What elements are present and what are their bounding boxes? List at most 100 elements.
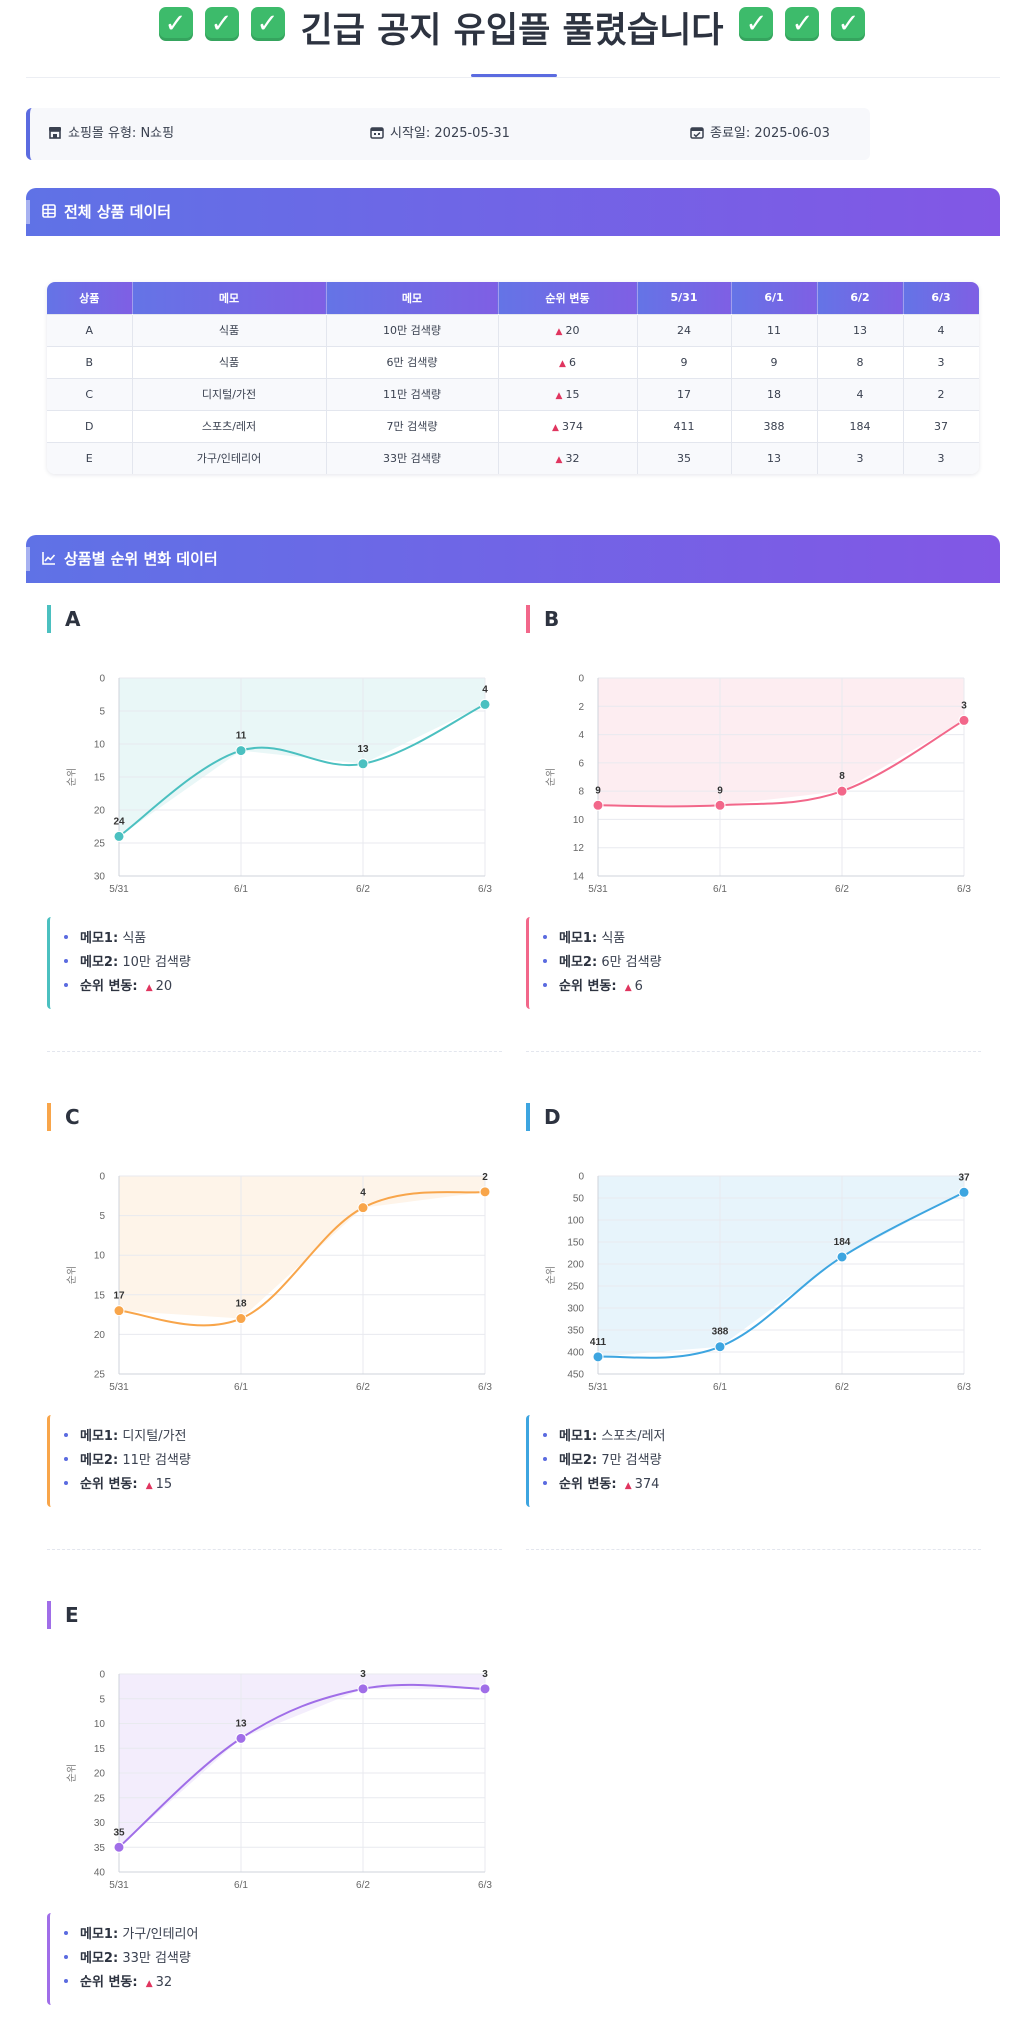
memo2-label: 메모2: bbox=[559, 1453, 598, 1468]
data-point bbox=[592, 799, 604, 811]
memo1-value: 식품 bbox=[601, 931, 626, 946]
y-tick-label: 25 bbox=[94, 1793, 106, 1804]
y-tick-label: 0 bbox=[99, 1172, 105, 1183]
memo1-value: 식품 bbox=[122, 931, 147, 946]
y-tick-label: 2 bbox=[578, 702, 584, 713]
y-axis-label: 순위 bbox=[65, 768, 78, 786]
memo2-value: 6만 검색량 bbox=[601, 955, 662, 970]
memo-box: 메모1: 식품 메모2: 10만 검색량 순위 변동: ▲ 20 bbox=[47, 917, 191, 1009]
start-date-label: 시작일: bbox=[390, 126, 431, 141]
x-tick-label: 6/2 bbox=[356, 1382, 370, 1391]
table-section-header: 전체 상품 데이터 bbox=[26, 188, 1000, 236]
y-tick-label: 5 bbox=[99, 1694, 105, 1705]
bullet-dot-icon bbox=[543, 1456, 547, 1461]
bullet-dot-icon bbox=[64, 1930, 68, 1935]
rank-change-row: 순위 변동: ▲ 15 bbox=[64, 1473, 191, 1497]
bullet-dot-icon bbox=[543, 934, 547, 939]
y-tick-label: 5 bbox=[99, 707, 105, 718]
memo1-row: 메모1: 식품 bbox=[64, 927, 191, 951]
y-tick-label: 20 bbox=[94, 1769, 106, 1780]
table-header-row: 상품 메모 메모 순위 변동 5/31 6/1 6/2 6/3 bbox=[47, 282, 979, 314]
chart-section-header: 상품별 순위 변화 데이터 bbox=[26, 535, 1000, 583]
check-mark-icon: ✓ bbox=[831, 6, 866, 41]
memo2-label: 메모2: bbox=[559, 955, 598, 970]
y-tick-label: 150 bbox=[567, 1238, 584, 1249]
series-line bbox=[118, 703, 486, 838]
memo2-label: 메모2: bbox=[80, 1453, 119, 1468]
start-date-info: 시작일: 2025-05-31 bbox=[370, 108, 510, 160]
y-tick-label: 10 bbox=[94, 740, 106, 751]
column-header: 6/2 bbox=[817, 282, 904, 314]
y-tick-label: 5 bbox=[99, 1211, 105, 1222]
table-cell: C bbox=[47, 377, 133, 410]
x-tick-label: 6/1 bbox=[234, 1880, 248, 1889]
rank-change-value: 15 bbox=[155, 1477, 173, 1492]
start-date-value: 2025-05-31 bbox=[434, 126, 510, 141]
bullet-dot-icon bbox=[64, 1978, 68, 1983]
y-tick-label: 10 bbox=[94, 1251, 106, 1262]
rank-up-icon: ▲ bbox=[555, 454, 563, 465]
info-bar: 쇼핑몰 유형: N쇼핑 시작일: 2025-05-31 종료일: 2025-06… bbox=[26, 108, 870, 160]
chart-card: A 0 5 10 15 20 25 30 5/31 6/1 6/2 6/3 순위 24 11 13 4 메모1: … bbox=[47, 605, 502, 1055]
x-tick-label: 6/2 bbox=[835, 884, 849, 893]
memo-box: 메모1: 가구/인테리어 메모2: 33만 검색량 순위 변동: ▲ 32 bbox=[47, 1913, 198, 2005]
table-cell: D bbox=[47, 409, 133, 442]
area-fill bbox=[119, 1176, 485, 1319]
y-tick-label: 15 bbox=[94, 773, 106, 784]
table-cell: 13 bbox=[817, 313, 904, 346]
table-row: B 식품 6만 검색량 ▲ 6 9 9 8 3 bbox=[47, 345, 979, 378]
memo1-label: 메모1: bbox=[80, 931, 119, 946]
rank-change-row: 순위 변동: ▲ 6 bbox=[543, 975, 662, 999]
x-tick-label: 5/31 bbox=[109, 1382, 129, 1391]
page-header: ✓ ✓ ✓ 긴급 공지 유입플 풀렸습니다 ✓ ✓ ✓ bbox=[0, 0, 1024, 80]
table-cell: 9 bbox=[637, 345, 732, 378]
end-date-label: 종료일: bbox=[710, 126, 751, 141]
check-mark-icon: ✓ bbox=[250, 6, 285, 41]
x-tick-label: 5/31 bbox=[109, 884, 129, 893]
store-icon bbox=[49, 127, 61, 139]
y-tick-label: 35 bbox=[94, 1843, 106, 1854]
y-tick-label: 200 bbox=[567, 1260, 584, 1271]
table-row: E 가구/인테리어 33만 검색량 ▲ 32 35 13 3 3 bbox=[47, 441, 979, 474]
y-tick-label: 25 bbox=[94, 1370, 106, 1381]
memo1-row: 메모1: 식품 bbox=[543, 927, 662, 951]
data-label: 9 bbox=[717, 785, 723, 796]
x-tick-label: 6/1 bbox=[713, 884, 727, 893]
chart-section-title: 상품별 순위 변화 데이터 bbox=[64, 550, 218, 568]
y-tick-label: 12 bbox=[573, 843, 585, 854]
table-cell: 17 bbox=[637, 377, 732, 410]
data-point bbox=[113, 830, 125, 842]
table-cell: 11만 검색량 bbox=[326, 377, 499, 410]
memo2-value: 7만 검색량 bbox=[601, 1453, 662, 1468]
table-cell: ▲ 20 bbox=[498, 313, 638, 346]
memo2-row: 메모2: 6만 검색량 bbox=[543, 951, 662, 975]
table-cell: 18 bbox=[731, 377, 818, 410]
data-label: 18 bbox=[235, 1299, 247, 1310]
end-date-value: 2025-06-03 bbox=[754, 126, 830, 141]
table-cell: 스포츠/레저 bbox=[132, 409, 327, 442]
rank-up-icon: ▲ bbox=[552, 422, 559, 433]
data-point bbox=[357, 1683, 369, 1695]
bullet-dot-icon bbox=[543, 982, 547, 987]
column-header: 상품 bbox=[47, 282, 133, 314]
memo2-label: 메모2: bbox=[80, 955, 119, 970]
card-divider bbox=[47, 1549, 502, 1550]
memo1-label: 메모1: bbox=[80, 1429, 119, 1444]
x-tick-label: 6/3 bbox=[957, 884, 971, 893]
column-header: 6/1 bbox=[731, 282, 818, 314]
column-header: 순위 변동 bbox=[498, 282, 638, 314]
table-cell: 13 bbox=[731, 441, 818, 474]
rank-line-chart: 0 5 10 15 20 255/31 6/1 6/2 6/3 순위 17 18 4 2 bbox=[65, 1172, 492, 1392]
rank-change-value: 32 bbox=[565, 451, 580, 465]
data-label: 4 bbox=[360, 1188, 366, 1199]
y-tick-label: 250 bbox=[567, 1282, 584, 1293]
column-header: 5/31 bbox=[637, 282, 732, 314]
data-point bbox=[836, 785, 848, 797]
rank-up-icon: ▲ bbox=[145, 1481, 153, 1491]
data-label: 13 bbox=[235, 1718, 247, 1729]
y-tick-label: 15 bbox=[94, 1290, 106, 1301]
table-cell: 10만 검색량 bbox=[326, 313, 499, 346]
memo-box: 메모1: 디지털/가전 메모2: 11만 검색량 순위 변동: ▲ 15 bbox=[47, 1415, 191, 1507]
data-point bbox=[357, 758, 369, 770]
